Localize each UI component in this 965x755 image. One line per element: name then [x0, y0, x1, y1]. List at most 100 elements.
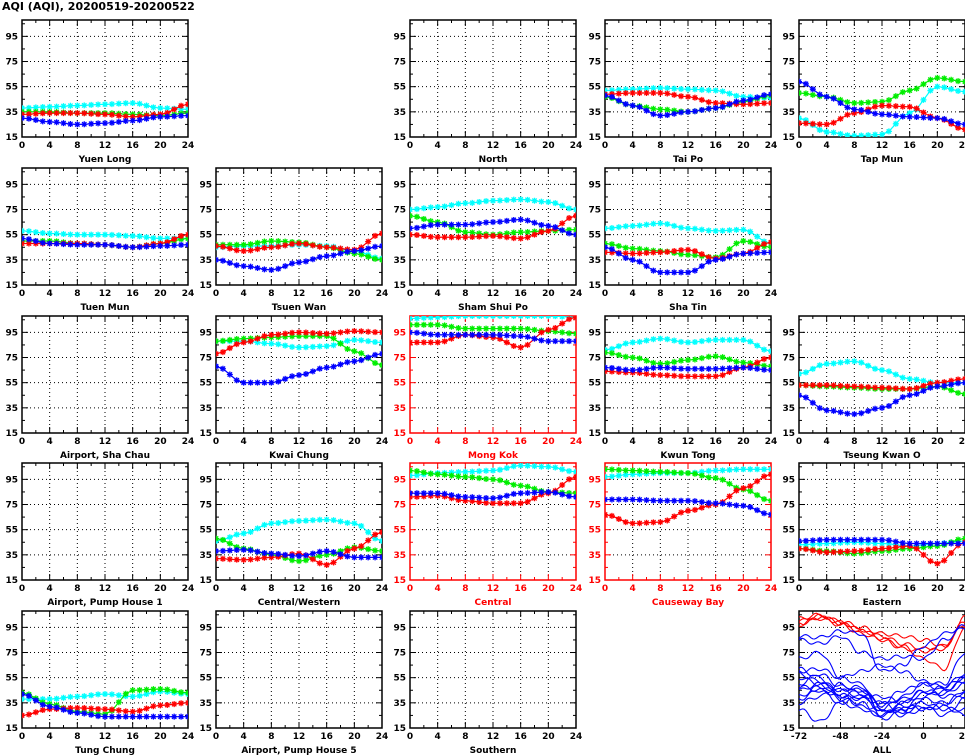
data-point-marker: [337, 361, 344, 368]
y-tick-label: 15: [782, 576, 795, 586]
x-tick-label: 24: [959, 732, 965, 742]
data-point-marker: [761, 92, 768, 99]
data-point-marker: [302, 241, 309, 248]
data-point-marker: [726, 493, 733, 500]
data-point-marker: [740, 336, 747, 343]
series-group: [216, 230, 382, 273]
y-tick-label: 15: [782, 724, 795, 734]
data-point-marker: [664, 364, 671, 371]
data-point-marker: [261, 554, 268, 561]
x-tick-label: 20: [542, 584, 555, 594]
data-point-marker: [799, 392, 802, 399]
data-point-marker: [102, 691, 108, 698]
data-point-marker: [858, 107, 865, 114]
data-point-marker: [948, 387, 955, 394]
data-point-marker: [483, 233, 490, 240]
data-point-marker: [254, 243, 261, 249]
data-point-marker: [455, 227, 462, 234]
x-tick-label: 16: [320, 732, 333, 742]
data-point-marker: [483, 316, 490, 319]
data-point-marker: [691, 339, 698, 346]
data-point-marker: [664, 106, 671, 113]
data-point-marker: [122, 243, 129, 250]
data-point-marker: [337, 250, 344, 257]
y-tick-label: 35: [5, 551, 18, 561]
data-point-marker: [906, 87, 913, 94]
data-point-marker: [671, 365, 678, 372]
data-point-marker: [885, 111, 892, 118]
x-tick-label: 4: [630, 437, 636, 447]
data-point-marker: [226, 245, 233, 252]
data-point-marker: [768, 354, 771, 361]
data-point-marker: [351, 554, 358, 561]
data-point-marker: [726, 466, 733, 473]
series-group: [605, 335, 771, 380]
data-point-marker: [927, 384, 934, 391]
data-point-marker: [524, 325, 531, 332]
y-tick-label: 75: [199, 501, 212, 511]
x-tick-label: 8: [851, 437, 857, 447]
data-point-marker: [698, 226, 705, 233]
panel-title: Tuen Mun: [81, 303, 130, 313]
data-point-marker: [296, 553, 302, 560]
data-point-marker: [941, 557, 948, 564]
data-point-marker: [622, 101, 629, 108]
x-tick-label: 20: [154, 584, 167, 594]
data-point-marker: [671, 222, 678, 229]
data-point-marker: [469, 468, 476, 475]
data-point-marker: [608, 93, 615, 100]
plot-border: [409, 19, 577, 138]
x-tick-label: 4: [435, 584, 441, 594]
data-point-marker: [185, 112, 188, 119]
data-point-marker: [469, 316, 476, 319]
data-point-marker: [837, 409, 844, 416]
data-point-marker: [226, 540, 233, 547]
data-point-marker: [691, 252, 698, 259]
data-point-marker: [685, 269, 691, 276]
y-tick-label: 15: [393, 133, 406, 143]
data-point-marker: [671, 248, 678, 255]
all-series-line-blue: [799, 624, 965, 672]
data-point-marker: [844, 99, 851, 106]
data-point-marker: [698, 263, 705, 270]
data-point-marker: [552, 324, 559, 331]
data-point-marker: [413, 224, 420, 231]
data-point-marker: [657, 84, 664, 91]
data-point-marker: [885, 545, 892, 552]
data-point-marker: [927, 114, 934, 121]
y-tick-label: 15: [588, 281, 601, 291]
x-tick-label: 8: [851, 584, 857, 594]
data-point-marker: [95, 705, 102, 712]
data-point-marker: [858, 410, 865, 417]
data-point-marker: [496, 494, 503, 501]
data-point-marker: [427, 218, 434, 225]
data-point-marker: [851, 106, 858, 113]
data-point-marker: [268, 340, 275, 347]
x-tick-label: 4: [435, 289, 441, 299]
x-tick-label: 16: [514, 584, 527, 594]
x-tick-label: 20: [931, 437, 944, 447]
data-point-marker: [608, 473, 615, 480]
data-point-marker: [678, 86, 685, 93]
data-point-marker: [441, 331, 448, 338]
data-point-marker: [851, 536, 858, 543]
data-point-marker: [837, 382, 844, 389]
data-point-marker: [379, 329, 382, 336]
data-point-marker: [503, 197, 510, 204]
data-point-marker: [733, 92, 740, 99]
data-point-marker: [455, 316, 462, 320]
x-tick-label: 12: [487, 141, 500, 151]
data-point-marker: [358, 251, 365, 258]
panel-title: Central: [474, 598, 511, 608]
data-point-marker: [636, 355, 643, 362]
data-point-marker: [719, 103, 726, 110]
data-point-marker: [289, 329, 296, 336]
panel-title: Sha Tin: [669, 303, 707, 313]
x-tick-label: 4: [241, 584, 247, 594]
data-point-marker: [643, 337, 650, 344]
data-point-marker: [275, 331, 282, 338]
data-point-marker: [615, 86, 622, 93]
data-point-marker: [427, 321, 434, 328]
data-point-marker: [608, 512, 615, 519]
x-tick-label: 8: [74, 732, 80, 742]
